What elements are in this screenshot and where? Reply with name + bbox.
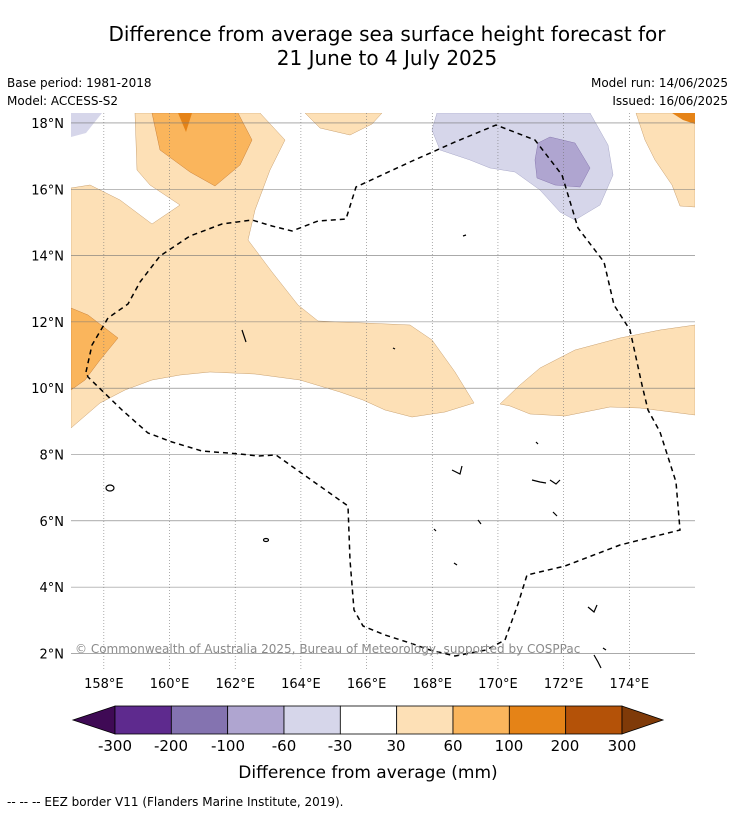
anomaly-region-30-60-northeast — [635, 113, 695, 208]
latitude-tick-label: 16°N — [31, 183, 64, 198]
island — [531, 479, 547, 484]
colorbar-segment — [170, 705, 229, 735]
longitude-tick-label: 168°E — [412, 677, 452, 692]
eez-border — [85, 124, 681, 657]
island — [552, 511, 558, 517]
island — [105, 484, 115, 492]
colorbar-tick-label: 200 — [551, 737, 580, 755]
latitude-tick-label: 4°N — [40, 581, 65, 596]
colorbar-segment — [565, 705, 623, 735]
colorbar-tick-label: 300 — [608, 737, 637, 755]
islands — [105, 234, 607, 669]
colorbar-segment — [339, 705, 398, 735]
colorbar-segment — [283, 705, 341, 735]
eez-footnote: -- -- -- EEZ border V11 (Flanders Marine… — [7, 795, 344, 809]
title-line-1: Difference from average sea surface heig… — [108, 22, 666, 46]
colorbar-segment — [114, 705, 172, 735]
longitude-tick-label: 160°E — [150, 677, 190, 692]
latitude-tick-label: 6°N — [40, 515, 65, 530]
island — [477, 519, 482, 525]
sea-height-anomaly-contours — [71, 113, 695, 429]
anomaly-region-30-60-north — [304, 113, 383, 136]
colorbar-tick-label: -100 — [211, 737, 245, 755]
longitude-tick-label: 158°E — [84, 677, 124, 692]
longitude-labels: 158°E 160°E 162°E 164°E 166°E 168°E 170°E 172°E… — [84, 677, 649, 692]
anomaly-region-100-200-north — [178, 113, 192, 132]
longitude-tick-label: 170°E — [478, 677, 518, 692]
latitude-tick-label: 10°N — [31, 382, 64, 397]
model-name: Model: ACCESS-S2 — [7, 94, 119, 108]
colorbar — [71, 705, 665, 735]
map-title: Difference from average sea surface heig… — [0, 22, 736, 70]
colorbar-tick-label: -300 — [98, 737, 132, 755]
gridlines — [71, 113, 695, 670]
latitude-tick-label: 12°N — [31, 316, 64, 331]
colorbar-tick-label: -200 — [154, 737, 188, 755]
colorbar-segment — [227, 705, 285, 735]
colorbar-arrow-left — [71, 705, 116, 735]
anomaly-region-minus30-minus60-northwest — [71, 113, 102, 137]
issued-date: Issued: 16/06/2025 — [612, 94, 728, 108]
island — [587, 604, 598, 613]
anomaly-region-100-200-northeast — [672, 113, 695, 124]
island — [392, 347, 396, 350]
island — [453, 562, 458, 566]
colorbar-tick-label: 30 — [386, 737, 405, 755]
longitude-tick-label: 172°E — [544, 677, 584, 692]
anomaly-region-30-60-east — [499, 324, 695, 417]
anomaly-region-30-60-west — [71, 113, 475, 429]
colorbar-tick-labels: -300 -200 -100 -60 -30 30 60 100 200 300 — [98, 737, 636, 755]
meta-right: Model run: 14/06/2025 Issued: 16/06/2025 — [591, 74, 728, 110]
meta-left: Base period: 1981-2018 Model: ACCESS-S2 — [7, 74, 152, 110]
latitude-labels: 2°N 4°N 6°N 8°N 10°N 12°N 14°N 16°N 18°N — [31, 117, 64, 662]
latitude-tick-label: 2°N — [40, 647, 65, 662]
colorbar-segment — [452, 705, 510, 735]
colorbar-segment — [396, 705, 454, 735]
island — [549, 479, 561, 485]
copyright-text: © Commonwealth of Australia 2025, Bureau… — [75, 642, 580, 656]
title-line-2: 21 June to 4 July 2025 — [276, 46, 498, 70]
island — [451, 465, 463, 475]
colorbar-arrow-right — [621, 705, 665, 735]
latitude-tick-label: 14°N — [31, 250, 64, 265]
longitude-tick-label: 174°E — [610, 677, 650, 692]
anomaly-region-60-100-west — [71, 307, 119, 391]
island — [433, 528, 437, 532]
island — [593, 654, 602, 669]
base-period: Base period: 1981-2018 — [7, 76, 152, 90]
anomaly-region-60-100-north — [151, 113, 253, 187]
latitude-tick-label: 18°N — [31, 117, 64, 132]
latitude-tick-label: 8°N — [40, 448, 65, 463]
colorbar-tick-label: -60 — [272, 737, 297, 755]
island — [535, 441, 539, 445]
island — [462, 234, 467, 237]
island — [262, 537, 270, 543]
island — [602, 647, 607, 651]
colorbar-segment — [508, 705, 567, 735]
longitude-tick-label: 162°E — [215, 677, 255, 692]
colorbar-title: Difference from average (mm) — [238, 763, 497, 783]
colorbar-tick-label: -30 — [328, 737, 353, 755]
longitude-tick-label: 166°E — [347, 677, 387, 692]
longitude-tick-label: 164°E — [281, 677, 321, 692]
model-run: Model run: 14/06/2025 — [590, 76, 728, 90]
colorbar-tick-label: 100 — [495, 737, 524, 755]
anomaly-region-minus60-minus100 — [534, 136, 591, 188]
island — [241, 329, 247, 343]
colorbar-tick-label: 60 — [443, 737, 462, 755]
